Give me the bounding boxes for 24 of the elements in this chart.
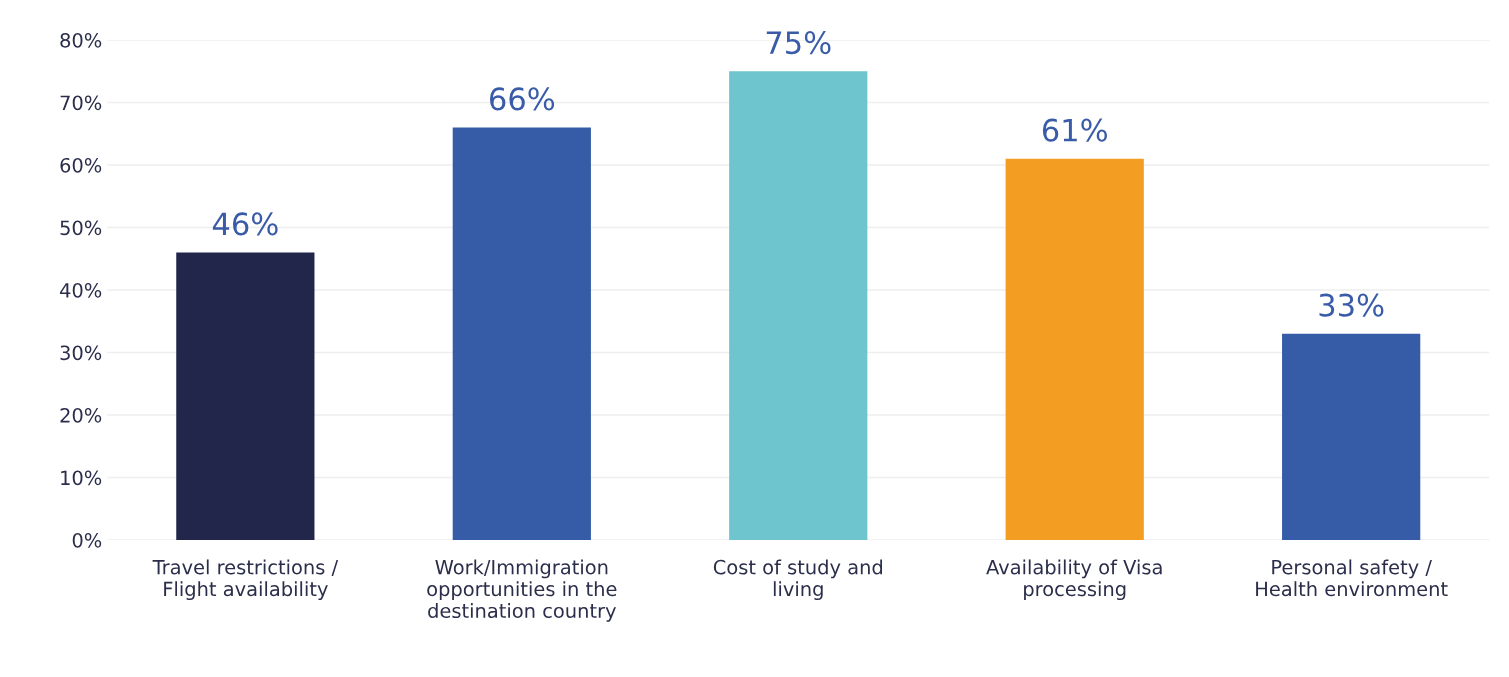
data-label: 75%: [766, 31, 831, 55]
bar: [452, 127, 591, 540]
y-tick-label: 80%: [60, 32, 102, 48]
x-tick-label: Availability of Visa processing: [986, 559, 1162, 601]
y-tick-label: 40%: [60, 282, 102, 298]
data-label: 33%: [1319, 293, 1384, 317]
data-label: 46%: [212, 212, 278, 236]
data-label: 61%: [1042, 118, 1107, 142]
x-tick-label: Personal safety / Health environment: [1256, 559, 1448, 597]
y-tick-label: 0%: [72, 532, 102, 548]
bar: [1282, 333, 1421, 540]
y-tick-label: 50%: [60, 220, 102, 236]
data-label: 66%: [489, 87, 555, 111]
y-tick-label: 10%: [61, 470, 102, 486]
x-tick-label: Travel restrictions / Flight availability: [152, 559, 339, 601]
y-tick-label: 30%: [60, 345, 102, 361]
y-tick-label: 20%: [60, 407, 102, 423]
x-tick-label: Work/Immigration opportunities in the destination country: [427, 559, 617, 622]
y-tick-label: 70%: [60, 95, 102, 111]
y-tick-label: 60%: [60, 157, 102, 173]
bar: [729, 71, 868, 540]
bar: [176, 252, 315, 540]
bar: [1005, 158, 1144, 540]
x-tick-label: Cost of study and living: [713, 559, 883, 601]
